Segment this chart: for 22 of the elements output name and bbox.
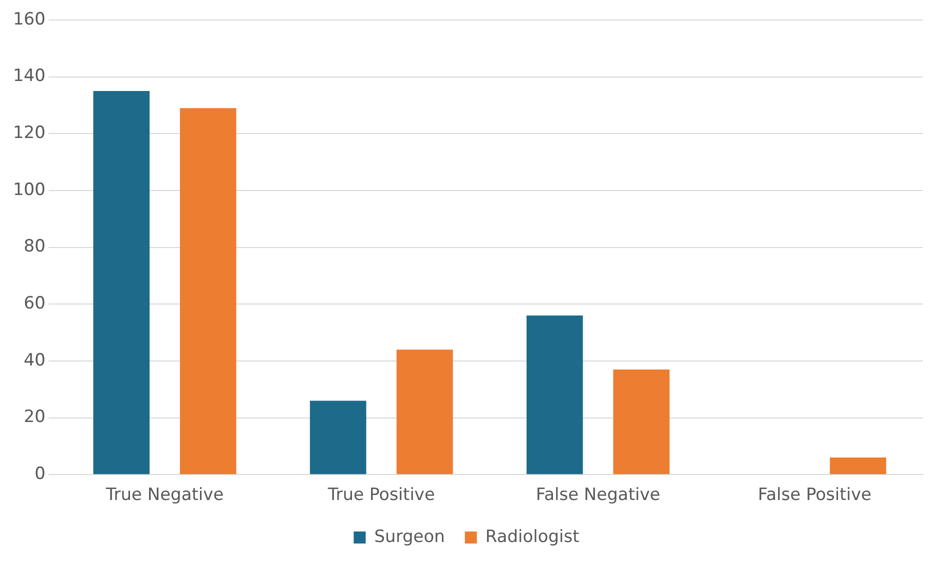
legend-label: Surgeon — [374, 526, 445, 547]
y-tick-label: 40 — [24, 350, 46, 370]
bar — [310, 400, 366, 474]
x-tick-label: True Negative — [104, 485, 224, 506]
y-tick-label: 100 — [12, 180, 46, 200]
bar — [613, 369, 670, 474]
x-tick-label: False Negative — [536, 485, 660, 506]
y-tick-label: 120 — [12, 123, 46, 144]
bar — [830, 458, 886, 474]
y-tick-label: 0 — [34, 464, 46, 484]
legend-label: Radiologist — [485, 526, 580, 547]
y-tick-label: 160 — [12, 9, 46, 30]
y-tick-label: 140 — [12, 66, 46, 86]
y-tick-label: 60 — [24, 294, 46, 314]
bar — [93, 91, 150, 474]
y-tick-label: 20 — [24, 407, 46, 428]
bar — [396, 350, 453, 474]
x-tick-label: True Positive — [326, 485, 435, 506]
x-tick-label: False Positive — [758, 485, 872, 506]
bar — [180, 108, 236, 474]
bar — [526, 315, 583, 474]
y-tick-label: 80 — [24, 236, 46, 257]
